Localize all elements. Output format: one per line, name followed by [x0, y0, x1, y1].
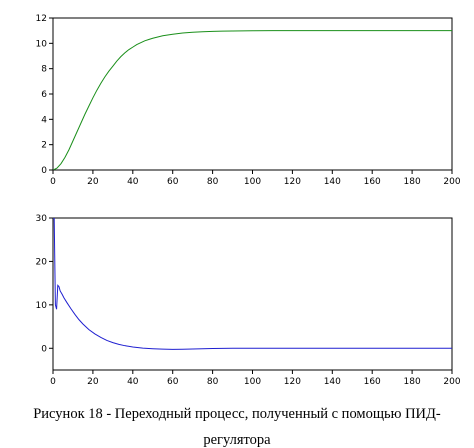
- x-tick-label: 20: [87, 377, 99, 387]
- x-tick-label: 80: [207, 377, 219, 387]
- y-tick-label: 8: [41, 65, 47, 75]
- series-line-1: [53, 30, 452, 170]
- x-tick-label: 160: [364, 177, 381, 187]
- x-tick-label: 160: [364, 377, 381, 387]
- x-tick-label: 200: [443, 177, 460, 187]
- x-tick-label: 100: [244, 377, 261, 387]
- plot-frame: [52, 217, 453, 371]
- x-tick-label: 100: [244, 177, 261, 187]
- x-tick-label: 140: [324, 377, 341, 387]
- x-tick-label: 180: [404, 377, 421, 387]
- series-line-1: [53, 218, 452, 350]
- x-tick-label: 180: [404, 177, 421, 187]
- x-tick-label: 20: [87, 177, 99, 187]
- x-tick-label: 200: [443, 377, 460, 387]
- y-tick-label: 6: [41, 90, 47, 100]
- x-tick-label: 60: [167, 177, 179, 187]
- x-tick-label: 40: [127, 377, 139, 387]
- figure-caption-line-1: Рисунок 18 - Переходный процесс, получен…: [33, 406, 441, 422]
- y-tick-label: 10: [36, 39, 48, 49]
- y-tick-label: 30: [36, 214, 48, 224]
- y-tick-label: 20: [36, 257, 48, 267]
- y-tick-label: 10: [36, 301, 48, 311]
- figure-caption-line-2: регулятора: [203, 432, 271, 448]
- y-tick-label: 2: [41, 141, 47, 151]
- y-tick-label: 0: [41, 344, 47, 354]
- x-tick-label: 120: [284, 377, 301, 387]
- x-tick-label: 140: [324, 177, 341, 187]
- x-tick-label: 60: [167, 377, 179, 387]
- x-tick-label: 0: [50, 377, 56, 387]
- chart-panel-2: 0 20 40 60 80 100 120 140 160 180 200 0 10 20 30: [36, 214, 461, 387]
- x-tick-label: 120: [284, 177, 301, 187]
- y-tick-label: 0: [41, 166, 47, 176]
- x-tick-label: 80: [207, 177, 219, 187]
- x-tick-label: 40: [127, 177, 139, 187]
- chart-panel-1: 0 20 40 60 80 100 120 140 160 180 200 0 2 4 6 8 10 12: [36, 14, 461, 187]
- plot-frame: [52, 17, 453, 171]
- y-tick-label: 4: [41, 115, 47, 125]
- y-tick-label: 12: [36, 14, 47, 24]
- x-tick-label: 0: [50, 177, 56, 187]
